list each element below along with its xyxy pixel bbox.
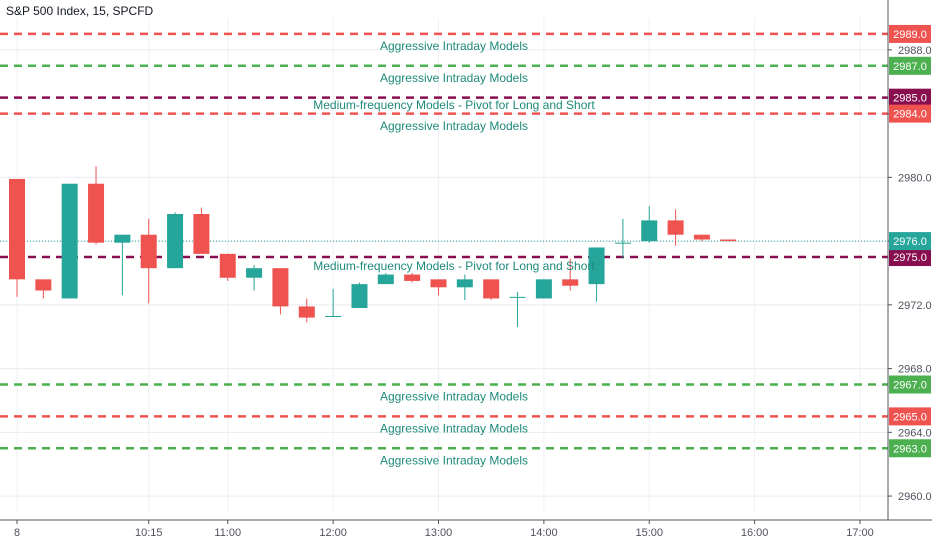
candle-body (35, 279, 52, 291)
candle-body (693, 234, 710, 240)
price-label: 2987.0 (893, 61, 927, 73)
price-label-box (889, 407, 931, 426)
candles (9, 166, 737, 328)
level-caption: Aggressive Intraday Models (380, 39, 528, 53)
chart-title: S&P 500 Index, 15, SPCFD (6, 4, 154, 18)
price-label: 2985.0 (893, 93, 927, 105)
x-tick-label: 16:00 (741, 527, 769, 539)
level-caption: Aggressive Intraday Models (380, 453, 528, 467)
y-tick-label: 2960.0 (898, 491, 932, 503)
price-label-box (889, 248, 931, 267)
level-caption: Aggressive Intraday Models (380, 119, 528, 133)
y-tick-label: 2972.0 (898, 300, 932, 312)
level-captions: Aggressive Intraday Models Aggressive Int… (313, 39, 595, 467)
candle-body (720, 239, 737, 242)
candle-body (483, 279, 500, 299)
candle-body (298, 306, 315, 318)
level-caption: Aggressive Intraday Models (380, 422, 528, 436)
candle-body (61, 183, 78, 299)
x-tick-label: 10:15 (135, 527, 163, 539)
candle-body (614, 242, 631, 244)
price-label: 2963.0 (893, 443, 927, 455)
price-label-box (889, 375, 931, 394)
price-label-box (889, 104, 931, 123)
candle-body (535, 279, 552, 299)
current-price-label: 2976.0 (893, 236, 927, 248)
price-label-box (889, 56, 931, 75)
price-axis-background (888, 0, 932, 550)
candle-body (377, 274, 394, 285)
x-tick-label: 8 (14, 527, 20, 539)
current-price-label-box (889, 232, 931, 251)
candle-body (404, 274, 421, 281)
y-tick-label: 2988.0 (898, 45, 932, 57)
price-label-box (889, 439, 931, 458)
candle-body (219, 253, 236, 278)
candle-body (430, 279, 447, 288)
y-tick-label: 2968.0 (898, 364, 932, 376)
price-labels: 2989.0 2987.0 2985.0 2984.0 2975.0 2967.0 2965… (889, 24, 931, 458)
y-tick-label: 2980.0 (898, 172, 932, 184)
candle-body (88, 183, 105, 243)
x-tick-label: 15:00 (635, 527, 663, 539)
price-label: 2989.0 (893, 29, 927, 41)
price-label: 2965.0 (893, 411, 927, 423)
candle-body (641, 220, 658, 242)
candle-body (246, 268, 263, 278)
candle-body (272, 268, 289, 307)
level-caption: Medium-frequency Models - Pivot for Long… (313, 259, 595, 273)
price-label-box (889, 24, 931, 43)
candle-body (667, 220, 684, 235)
price-label: 2967.0 (893, 380, 927, 392)
price-label-box (889, 88, 931, 107)
candle-body (9, 178, 25, 280)
candle-body (140, 234, 157, 269)
y-tick-label: 2964.0 (898, 427, 932, 439)
price-label: 2984.0 (893, 109, 927, 121)
x-tick-label: 12:00 (319, 527, 347, 539)
x-tick-label: 11:00 (214, 527, 241, 539)
x-tick-label: 17:00 (846, 527, 874, 539)
candle-body (351, 284, 368, 309)
level-caption: Aggressive Intraday Models (380, 71, 528, 85)
price-label: 2975.0 (893, 252, 927, 264)
candle-body (509, 296, 526, 298)
candle-body (325, 315, 342, 317)
candle-body (562, 279, 579, 286)
candle-body (456, 279, 473, 288)
candle-body (167, 214, 184, 269)
x-tick-label: 14:00 (530, 527, 558, 539)
candle-body (114, 234, 131, 243)
candle-body (588, 247, 605, 285)
candle-body (193, 214, 210, 254)
x-tick-label: 13:00 (425, 527, 453, 539)
time-axis-background (0, 520, 932, 550)
level-caption: Aggressive Intraday Models (380, 390, 528, 404)
level-caption: Medium-frequency Models - Pivot for Long… (313, 98, 595, 112)
